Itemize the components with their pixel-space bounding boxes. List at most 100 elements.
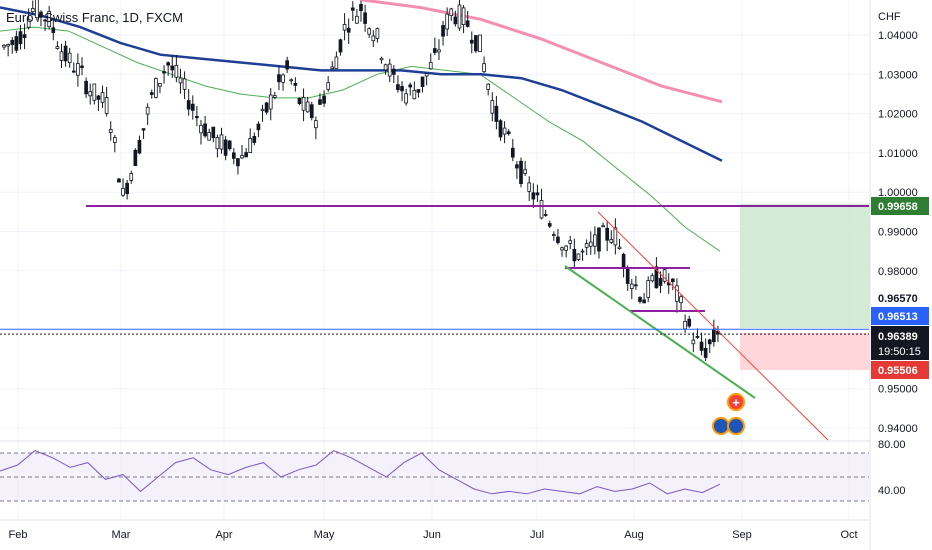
candle-body: [342, 24, 347, 31]
candle-body: [712, 328, 716, 343]
symbol-title[interactable]: Euro / Swiss Franc, 1D, FXCM: [6, 10, 183, 25]
candle-body: [190, 103, 195, 111]
candle-body: [519, 160, 523, 185]
currency-label: CHF: [878, 11, 901, 23]
countdown-badge: 19:50:15: [878, 346, 921, 358]
time-tick-label: Aug: [624, 529, 644, 541]
candle-body: [154, 78, 158, 98]
eu-flag-icon-2[interactable]: [727, 417, 745, 435]
candle-body: [371, 35, 376, 42]
candle-body: [277, 74, 281, 83]
candle-body: [675, 285, 679, 302]
candle-body: [617, 246, 622, 249]
last-price-badge-bg: [871, 326, 929, 360]
candle-body: [215, 137, 220, 150]
candle-body: [404, 93, 408, 104]
candle-body: [584, 243, 589, 248]
target-price-badge: 0.99658: [878, 201, 918, 213]
candle-body: [244, 152, 248, 158]
candle-body: [76, 63, 80, 76]
rsi-panel: [0, 440, 870, 521]
candle-body: [84, 80, 88, 95]
candle-body: [691, 339, 696, 345]
event-plus-icon[interactable]: [727, 393, 745, 411]
trend-support-line: [564, 265, 756, 399]
price-tick-label: 1.00000: [878, 187, 918, 199]
event-plus-glyph: +: [732, 395, 740, 410]
rsi-tick-label: 80.00: [878, 439, 906, 451]
candle-body: [375, 28, 380, 39]
candle-body: [273, 95, 277, 98]
candle-body: [539, 200, 544, 219]
candle-body: [597, 227, 601, 252]
candle-body: [408, 84, 413, 88]
candle-body: [10, 39, 15, 45]
candle-body: [556, 236, 560, 243]
candle-body: [658, 277, 663, 286]
candle-body: [449, 8, 454, 17]
candle-body: [240, 155, 244, 159]
candle-body: [498, 120, 503, 138]
candle-body: [260, 108, 265, 112]
candle-body: [634, 284, 638, 287]
candle-body: [707, 339, 712, 345]
target-price-badge-bg: [871, 197, 929, 215]
price-tick-label: 0.99000: [878, 227, 918, 239]
price-tick-label: 0.98000: [878, 266, 918, 278]
candle-body: [560, 247, 564, 251]
candle-body: [593, 234, 597, 247]
candle-body: [104, 97, 109, 114]
event-markers[interactable]: +: [712, 393, 745, 435]
candle-body: [92, 83, 97, 101]
candle-body: [428, 61, 433, 70]
candle-body: [543, 214, 548, 216]
candle-body: [207, 132, 212, 141]
candle-body: [22, 34, 27, 39]
time-axis[interactable]: Feb Mar Apr May Jun Jul Aug Sep Oct: [9, 529, 858, 541]
candle-body: [527, 182, 532, 192]
candle-body: [67, 52, 72, 63]
candle-body: [613, 227, 618, 246]
candle-body: [662, 269, 667, 282]
candle-body: [18, 31, 23, 45]
candle-body: [445, 13, 449, 30]
time-tick-label: Apr: [215, 529, 232, 541]
price-tick-label: 1.02000: [878, 109, 918, 121]
candle-body: [55, 46, 60, 49]
candle-body: [629, 283, 634, 289]
rsi-axis: 80.00 40.00: [878, 439, 906, 497]
candle-body: [424, 73, 429, 77]
candle-body: [330, 66, 335, 70]
candle-body: [252, 136, 257, 143]
candle-body: [486, 83, 491, 90]
candle-body: [326, 82, 331, 90]
candle-body: [305, 101, 310, 113]
candle-body: [391, 68, 396, 75]
candle-body: [580, 250, 585, 253]
candle-body: [654, 266, 659, 289]
candle-body: [420, 76, 425, 87]
candle-body: [26, 19, 31, 28]
candle-body: [39, 11, 43, 18]
candle-body: [564, 245, 568, 251]
candle-body: [162, 71, 166, 74]
candle-body: [71, 70, 76, 73]
candle-body: [117, 178, 121, 183]
candle-body: [318, 99, 322, 105]
candle-body: [494, 105, 499, 122]
candle-body: [699, 341, 704, 351]
candle-body: [174, 64, 179, 78]
candle-body: [256, 123, 261, 131]
eu-flag-icon[interactable]: [712, 417, 730, 435]
time-tick-label: Sep: [732, 529, 752, 541]
candle-body: [129, 173, 134, 181]
candle-body: [679, 296, 683, 304]
candle-body: [400, 86, 404, 92]
candle-body: [47, 11, 52, 28]
candle-body: [363, 12, 367, 24]
candle-body: [170, 65, 175, 71]
price-axis[interactable]: CHF 1.04000 1.03000 1.02000 1.01000 1.00000 0…: [869, 0, 918, 550]
entry-price-badge-bg: [871, 289, 929, 307]
candle-body: [441, 25, 445, 37]
